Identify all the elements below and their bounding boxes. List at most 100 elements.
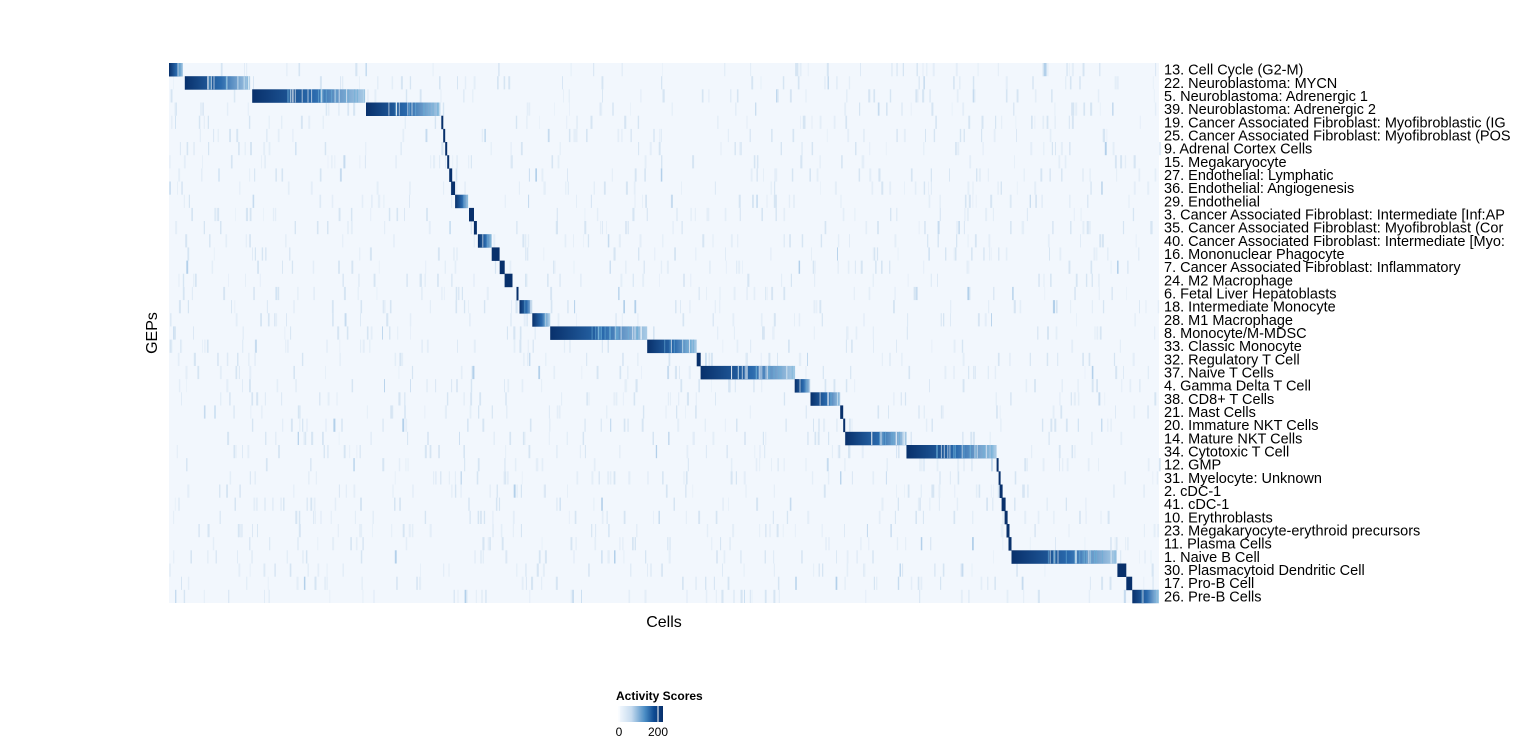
heatmap-noise-cell	[896, 339, 897, 353]
heatmap-speckle-cell	[984, 445, 986, 459]
heatmap-noise-cell	[1005, 76, 1008, 90]
heatmap-peak-cell	[840, 405, 844, 419]
heatmap-noise-cell	[1061, 168, 1063, 182]
heatmap-noise-cell	[451, 379, 453, 393]
heatmap-speckle-cell	[1141, 589, 1143, 603]
heatmap-noise-cell	[435, 471, 437, 485]
heatmap-noise-cell	[1084, 365, 1086, 380]
heatmap-noise-cell	[991, 458, 993, 472]
heatmap-noise-cell	[740, 550, 742, 564]
heatmap-noise-cell	[503, 471, 506, 485]
heatmap-noise-cell	[851, 418, 853, 432]
heatmap-peak-cell	[1011, 550, 1117, 564]
heatmap-noise-cell	[516, 484, 518, 498]
heatmap-noise-cell	[653, 128, 655, 143]
heatmap-noise-cell	[714, 300, 716, 314]
heatmap-noise-cell	[628, 589, 631, 603]
heatmap-noise-cell	[238, 524, 240, 538]
heatmap-noise-cell	[367, 89, 369, 103]
heatmap-noise-cell	[588, 392, 590, 406]
heatmap-speckle-cell	[690, 339, 691, 353]
heatmap-noise-cell	[1114, 155, 1117, 169]
row-label: 22. Neuroblastoma: MYCN	[1164, 76, 1337, 92]
heatmap-noise-cell	[394, 471, 396, 485]
heatmap-noise-cell	[1129, 379, 1132, 393]
heatmap-peak-cell	[996, 458, 999, 472]
heatmap-noise-cell	[1091, 431, 1093, 445]
heatmap-noise-cell	[686, 589, 688, 603]
heatmap-noise-cell	[466, 589, 468, 603]
heatmap-noise-cell	[342, 76, 344, 90]
heatmap-noise-cell	[1082, 63, 1085, 77]
heatmap-noise-cell	[248, 352, 250, 366]
heatmap-noise-cell	[868, 286, 871, 301]
heatmap-noise-cell	[178, 497, 180, 511]
heatmap-speckle-cell	[1157, 589, 1159, 603]
heatmap-noise-cell	[971, 247, 973, 261]
heatmap-noise-cell	[667, 365, 670, 380]
heatmap-noise-cell	[439, 155, 441, 169]
heatmap-noise-cell	[394, 352, 397, 366]
heatmap-noise-cell	[792, 128, 795, 143]
heatmap-noise-cell	[630, 128, 632, 143]
heatmap-noise-cell	[977, 63, 979, 77]
heatmap-noise-cell	[894, 510, 896, 524]
heatmap-noise-cell	[963, 221, 965, 235]
heatmap-noise-cell	[872, 326, 874, 340]
heatmap-noise-cell	[698, 286, 700, 301]
heatmap-noise-cell	[1000, 181, 1002, 195]
heatmap-noise-cell	[1135, 234, 1137, 248]
heatmap-noise-cell	[900, 392, 902, 406]
heatmap-noise-cell	[807, 63, 809, 77]
heatmap-noise-cell	[186, 142, 188, 156]
heatmap-noise-cell	[671, 102, 673, 116]
heatmap-noise-cell	[203, 221, 205, 235]
heatmap-noise-cell	[774, 168, 777, 182]
heatmap-noise-cell	[967, 286, 970, 301]
heatmap-speckle-cell	[1110, 550, 1112, 564]
heatmap-noise-cell	[646, 207, 648, 222]
heatmap-noise-cell	[695, 405, 697, 419]
heatmap-speckle-cell	[893, 431, 895, 445]
heatmap-noise-cell	[1053, 510, 1055, 524]
heatmap-noise-cell	[505, 550, 507, 564]
heatmap-speckle-cell	[291, 89, 293, 103]
heatmap-noise-cell	[885, 471, 887, 485]
heatmap-noise-cell	[1074, 445, 1076, 459]
heatmap-noise-cell	[938, 484, 941, 498]
heatmap-noise-cell	[744, 589, 745, 603]
heatmap-speckle-cell	[237, 76, 239, 90]
heatmap-noise-cell	[1155, 63, 1157, 77]
heatmap-noise-cell	[223, 286, 226, 301]
heatmap-noise-cell	[505, 445, 507, 459]
heatmap-speckle-cell	[737, 365, 739, 380]
x-axis-label: Cells	[646, 614, 682, 631]
color-legend: Activity Scores 0 200	[616, 689, 703, 739]
heatmap-speckle-cell	[903, 431, 905, 445]
heatmap-noise-cell	[574, 510, 577, 524]
heatmap-noise-cell	[478, 405, 480, 419]
heatmap-noise-cell	[307, 563, 309, 577]
heatmap-noise-cell	[873, 247, 876, 261]
heatmap-noise-cell	[449, 221, 451, 235]
heatmap-noise-cell	[203, 405, 206, 419]
heatmap-noise-cell	[471, 365, 472, 380]
heatmap-noise-cell	[286, 313, 287, 327]
heatmap-noise-cell	[254, 352, 256, 366]
heatmap-peak-cell	[499, 260, 505, 275]
heatmap-peak-cell	[516, 286, 519, 301]
heatmap-noise-cell	[343, 155, 346, 169]
heatmap-speckle-cell	[949, 445, 951, 459]
heatmap-noise-cell	[1157, 524, 1160, 538]
heatmap-noise-cell	[1106, 128, 1108, 143]
heatmap-noise-cell	[234, 89, 236, 103]
heatmap-noise-cell	[1114, 537, 1116, 551]
heatmap-noise-cell	[807, 510, 810, 524]
heatmap-speckle-cell	[1075, 550, 1077, 564]
heatmap-noise-cell	[676, 405, 678, 419]
heatmap-noise-cell	[913, 286, 916, 301]
heatmap-speckle-cell	[363, 89, 365, 103]
heatmap-noise-cell	[198, 524, 200, 538]
heatmap-noise-cell	[292, 128, 294, 143]
heatmap-noise-cell	[286, 550, 288, 564]
